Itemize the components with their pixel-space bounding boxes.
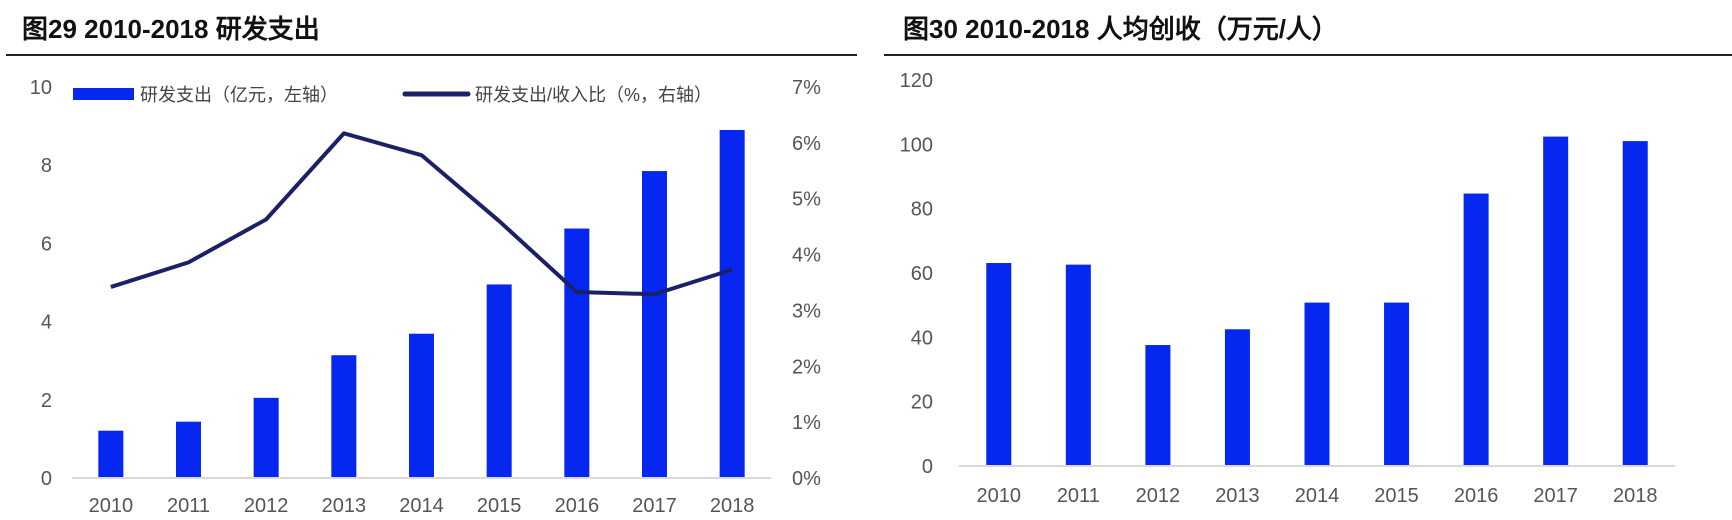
bar-rd-expense-2018 <box>719 130 745 478</box>
x-axis-tick-label: 2016 <box>555 495 600 517</box>
y-axis-tick-label: 100 <box>900 134 933 156</box>
x-axis-tick-label: 2018 <box>1613 485 1658 507</box>
x-axis-tick-label: 2014 <box>1295 485 1340 507</box>
chart-1: 图29 2010-2018 研发支出 0 2 4 6 8 10 0% 1% 2% 3% 4% 5% 6%… <box>6 14 857 517</box>
x-axis-tick-label: 2013 <box>322 495 367 517</box>
bar-rd-expense-2013 <box>331 355 357 478</box>
right-axis-tick-label: 1% <box>792 412 821 434</box>
bar-revenue-per-capita-2017 <box>1543 136 1569 466</box>
bar-rd-expense-2012 <box>253 397 279 478</box>
x-axis-tick-label: 2011 <box>167 495 210 517</box>
x-axis-tick-label: 2011 <box>1057 485 1100 507</box>
y-axis-tick-label: 40 <box>911 327 933 349</box>
bar-rd-expense-2015 <box>486 284 512 478</box>
right-axis-tick-label: 7% <box>792 77 821 99</box>
left-axis-tick-label: 0 <box>41 468 52 490</box>
x-axis-tick-label: 2013 <box>1215 485 1260 507</box>
x-axis-tick-label: 2015 <box>477 495 522 517</box>
right-axis-tick-label: 4% <box>792 245 821 267</box>
chart-2: 图30 2010-2018 人均创收（万元/人） 0 20 40 60 80 100 120… <box>884 14 1732 507</box>
legend-line-label: 研发支出/收入比（%，右轴） <box>475 85 712 105</box>
bar-rd-expense-2016 <box>564 228 590 478</box>
x-axis-tick-label: 2017 <box>632 495 677 517</box>
bar-revenue-per-capita-2015 <box>1384 302 1410 466</box>
left-axis-tick-label: 4 <box>41 312 52 334</box>
x-axis-tick-label: 2014 <box>399 495 444 517</box>
bar-revenue-per-capita-2016 <box>1463 193 1489 466</box>
bar-rd-expense-2010 <box>98 430 124 478</box>
x-axis-tick-label: 2016 <box>1454 485 1499 507</box>
right-axis-tick-label: 0% <box>792 468 821 490</box>
left-axis-tick-label: 2 <box>41 390 52 412</box>
bar-revenue-per-capita-2018 <box>1622 141 1648 466</box>
bar-revenue-per-capita-2014 <box>1304 302 1330 466</box>
bar-revenue-per-capita-2012 <box>1145 345 1171 466</box>
bar-rd-expense-2011 <box>176 421 201 478</box>
y-axis-tick-label: 0 <box>922 456 933 478</box>
chart-1-legend: 研发支出（亿元，左轴） 研发支出/收入比（%，右轴） <box>73 85 712 105</box>
bar-revenue-per-capita-2010 <box>986 263 1012 466</box>
right-axis-tick-label: 2% <box>792 356 821 378</box>
x-axis-tick-label: 2012 <box>1136 485 1181 507</box>
bar-revenue-per-capita-2011 <box>1065 264 1091 466</box>
bar-rd-expense-2014 <box>409 333 434 478</box>
right-axis-tick-label: 6% <box>792 133 821 155</box>
right-axis-tick-label: 3% <box>792 300 821 322</box>
chart-1-title: 图29 2010-2018 研发支出 <box>22 14 320 44</box>
left-axis-tick-label: 10 <box>30 77 52 99</box>
x-axis-tick-label: 2010 <box>977 485 1022 507</box>
y-axis-tick-label: 80 <box>911 199 933 221</box>
legend-bar-swatch <box>73 88 134 100</box>
bar-rd-expense-2017 <box>642 171 667 478</box>
left-axis-tick-label: 6 <box>41 233 52 255</box>
right-axis-tick-label: 5% <box>792 189 821 211</box>
chart-2-title: 图30 2010-2018 人均创收（万元/人） <box>903 14 1338 44</box>
x-axis-tick-label: 2012 <box>244 495 289 517</box>
x-axis-tick-label: 2010 <box>89 495 134 517</box>
bar-revenue-per-capita-2013 <box>1224 329 1250 466</box>
line-rd-ratio <box>110 131 733 297</box>
x-axis-tick-label: 2015 <box>1374 485 1419 507</box>
y-axis-tick-label: 20 <box>911 392 933 414</box>
x-axis-tick-label: 2018 <box>710 495 755 517</box>
y-axis-tick-label: 120 <box>900 70 933 92</box>
legend-bar-label: 研发支出（亿元，左轴） <box>140 85 338 105</box>
y-axis-tick-label: 60 <box>911 263 933 285</box>
left-axis-tick-label: 8 <box>41 155 52 177</box>
x-axis-tick-label: 2017 <box>1533 485 1578 507</box>
